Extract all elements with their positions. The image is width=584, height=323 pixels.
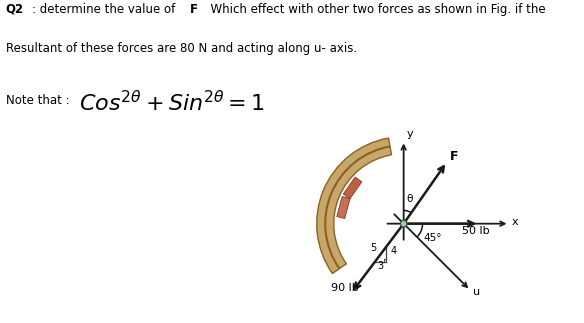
Text: : determine the value of: : determine the value of [32, 3, 179, 16]
Text: x: x [512, 217, 518, 227]
Text: Resultant of these forces are 80 N and acting along u- axis.: Resultant of these forces are 80 N and a… [6, 42, 357, 55]
Circle shape [400, 220, 407, 227]
Wedge shape [317, 138, 391, 274]
Text: Which effect with other two forces as shown in Fig. if the: Which effect with other two forces as sh… [203, 3, 546, 16]
Text: Note that :: Note that : [6, 94, 73, 108]
Text: F: F [190, 3, 198, 16]
Text: 90 lb: 90 lb [331, 283, 359, 293]
Text: θ: θ [406, 194, 413, 204]
Text: u: u [474, 287, 481, 297]
Text: y: y [406, 129, 413, 139]
Text: 50 lb: 50 lb [462, 226, 490, 236]
Polygon shape [337, 196, 350, 219]
Circle shape [402, 222, 405, 225]
Text: Q2: Q2 [6, 3, 24, 16]
Text: 4: 4 [391, 246, 397, 256]
Text: $\mathit{Cos}^{2\theta} + \mathit{Sin}^{2\theta} = 1$: $\mathit{Cos}^{2\theta} + \mathit{Sin}^{… [79, 90, 265, 116]
Polygon shape [343, 177, 362, 199]
Text: F: F [450, 150, 458, 163]
Text: 3: 3 [377, 261, 384, 271]
Text: 45°: 45° [423, 233, 442, 243]
Text: 5: 5 [371, 243, 377, 253]
